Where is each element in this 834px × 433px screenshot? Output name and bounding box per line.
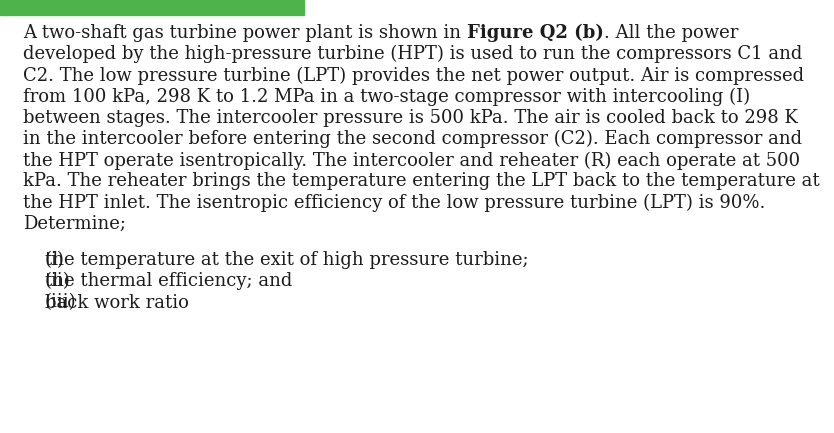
Text: the HPT operate isentropically. The intercooler and reheater (R) each operate at: the HPT operate isentropically. The inte… [23, 151, 801, 169]
Text: Determine;: Determine; [23, 215, 127, 233]
Text: (iii): (iii) [44, 294, 76, 312]
Text: C2. The low pressure turbine (LPT) provides the net power output. Air is compres: C2. The low pressure turbine (LPT) provi… [23, 66, 805, 84]
Text: between stages. The intercooler pressure is 500 kPa. The air is cooled back to 2: between stages. The intercooler pressure… [23, 109, 798, 127]
Text: kPa. The reheater brings the temperature entering the LPT back to the temperatur: kPa. The reheater brings the temperature… [23, 172, 820, 191]
Text: Figure Q2 (b): Figure Q2 (b) [467, 24, 604, 42]
Text: the thermal efficiency; and: the thermal efficiency; and [45, 272, 292, 290]
Text: from 100 kPa, 298 K to 1.2 MPa in a two-stage compressor with intercooling (I): from 100 kPa, 298 K to 1.2 MPa in a two-… [23, 87, 751, 106]
Text: (i): (i) [44, 251, 64, 269]
Text: A two-shaft gas turbine power plant is shown in: A two-shaft gas turbine power plant is s… [23, 24, 467, 42]
Text: (ii): (ii) [44, 272, 70, 290]
Text: . All the power: . All the power [604, 24, 738, 42]
Text: developed by the high-pressure turbine (HPT) is used to run the compressors C1 a: developed by the high-pressure turbine (… [23, 45, 803, 63]
Text: in the intercooler before entering the second compressor (C2). Each compressor a: in the intercooler before entering the s… [23, 130, 802, 148]
Text: the temperature at the exit of high pressure turbine;: the temperature at the exit of high pres… [45, 251, 529, 269]
Text: back work ratio: back work ratio [45, 294, 188, 312]
Text: the HPT inlet. The isentropic efficiency of the low pressure turbine (LPT) is 90: the HPT inlet. The isentropic efficiency… [23, 194, 766, 212]
